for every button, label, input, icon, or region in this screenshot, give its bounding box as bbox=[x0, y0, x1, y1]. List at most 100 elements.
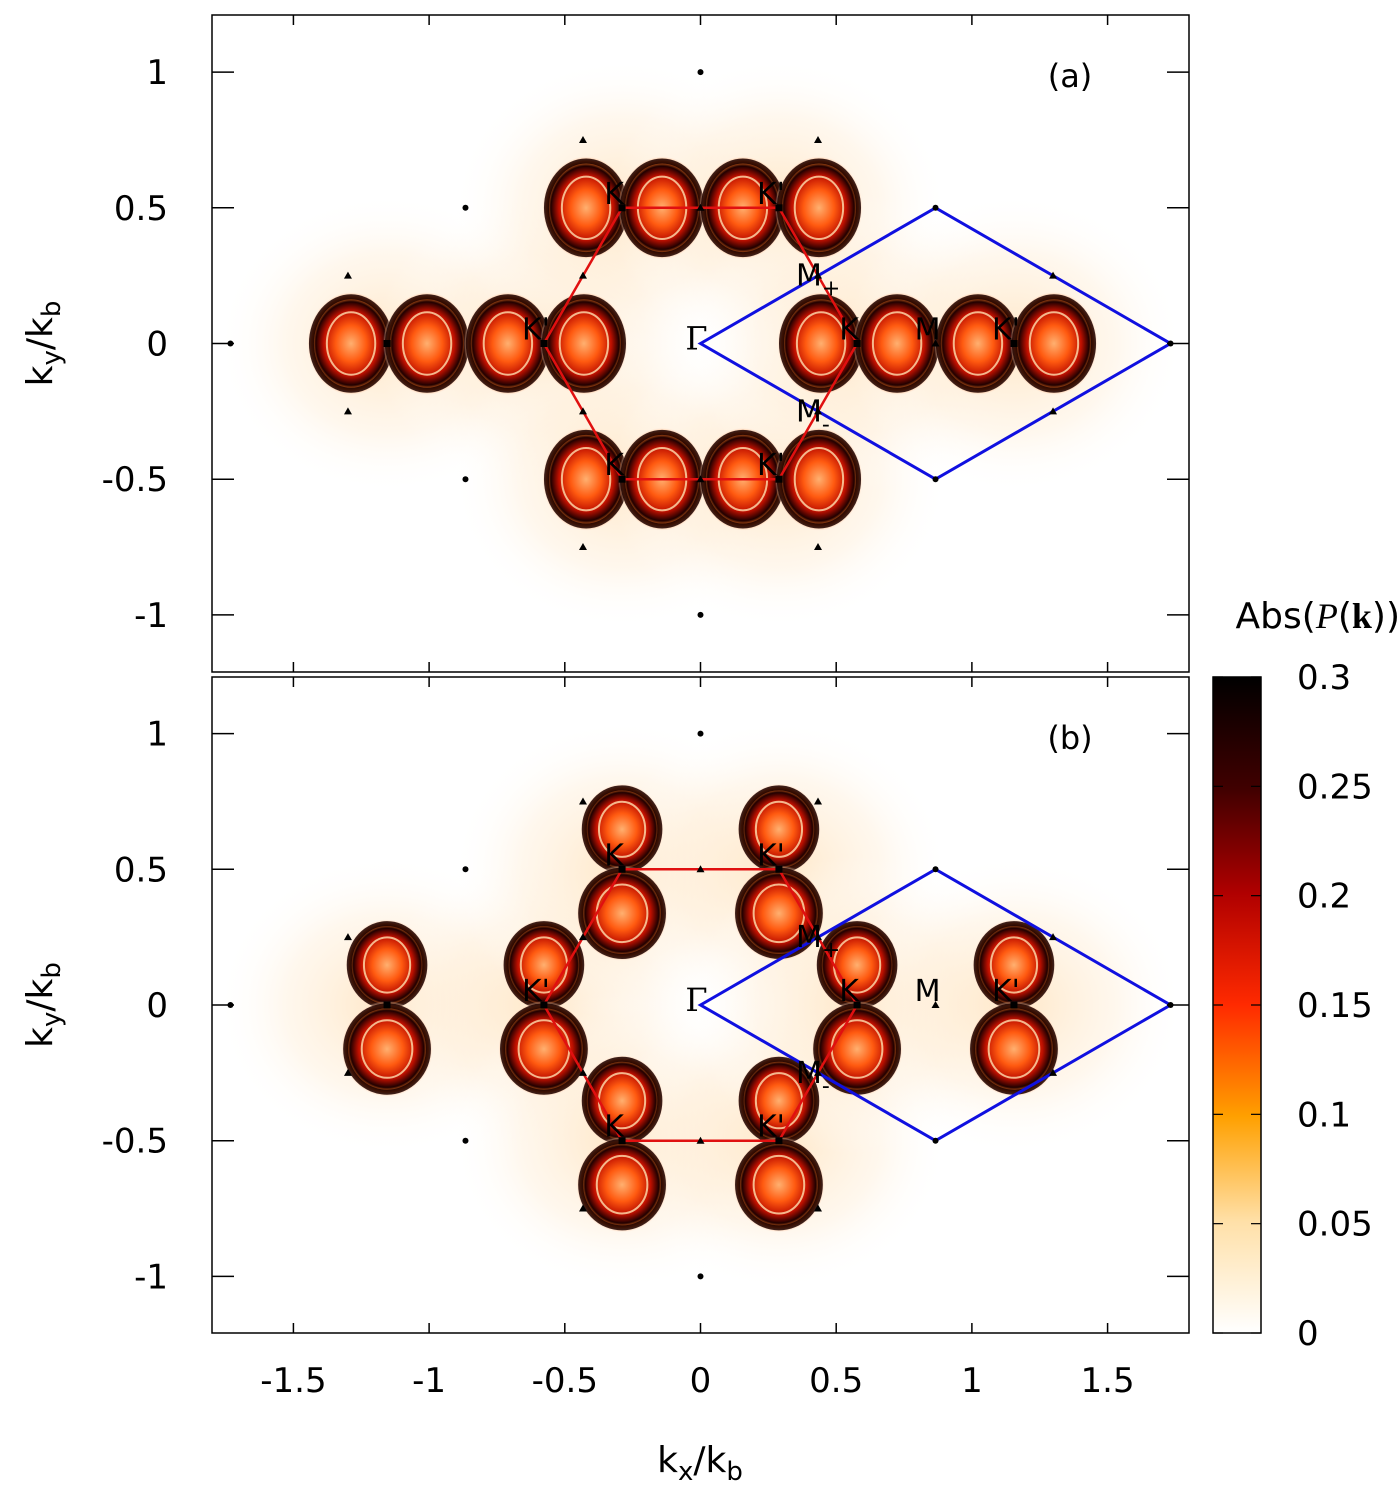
gamma-point-marker-3 bbox=[462, 1137, 469, 1144]
panel-a: 1 0.5 0 -0.5 -1 ky/kb (a) K K' K' K M K' K K' Γ M+ M- bbox=[20, 14, 1190, 673]
intensity-inner-0-1 bbox=[401, 311, 453, 376]
m-point-marker-9 bbox=[696, 1136, 705, 1144]
x-tick-label-3: 0 bbox=[690, 1361, 712, 1401]
m-point-marker-14 bbox=[814, 1068, 823, 1076]
plot-area bbox=[217, 57, 1184, 630]
m-point-marker-6 bbox=[343, 271, 352, 279]
intensity-lobe-4-0 bbox=[580, 1054, 665, 1147]
m-point-marker-10 bbox=[931, 339, 940, 347]
k-point-marker-5 bbox=[775, 475, 783, 483]
k-point-marker-2 bbox=[540, 340, 548, 347]
y-tick-label-3: -0.5 bbox=[102, 460, 168, 500]
gamma-point-marker-0 bbox=[697, 730, 704, 737]
gamma-point-marker-4 bbox=[932, 204, 939, 211]
intensity-lobe-5-1 bbox=[732, 1136, 825, 1233]
k-point-marker-2 bbox=[540, 1001, 548, 1009]
m-plus-label: M+ bbox=[796, 920, 840, 963]
intensity-lobe-7-1 bbox=[1009, 291, 1098, 396]
intensity-lobe-3-0 bbox=[736, 783, 821, 876]
y-tick-label-2: 0 bbox=[146, 325, 168, 365]
m-point-marker-6 bbox=[343, 933, 352, 941]
y-tick-label-0: 1 bbox=[146, 715, 168, 755]
intensity-lobe-5-0 bbox=[736, 1054, 821, 1147]
m-point-marker-13 bbox=[814, 933, 823, 941]
colorbar-title: Abs(P(k)) bbox=[1236, 596, 1400, 637]
intensity-lobe-0-0 bbox=[307, 291, 396, 396]
colorbar-tick-label-2: 0.2 bbox=[1297, 877, 1351, 917]
intensity-inner-4-0 bbox=[560, 446, 612, 512]
intensity-inner-5-1 bbox=[752, 1154, 806, 1215]
point-label-2: K' bbox=[522, 974, 550, 1009]
intensity-inner-4-1 bbox=[595, 1154, 649, 1215]
point-label-6: K bbox=[604, 448, 625, 483]
panel-tag: (a) bbox=[1048, 57, 1093, 95]
m-point-marker-13 bbox=[814, 271, 823, 279]
x-axis-title: kx/kb bbox=[657, 1440, 743, 1487]
x-tick-label-1: -1 bbox=[412, 1361, 446, 1401]
m-point-marker-5 bbox=[1049, 1068, 1058, 1076]
point-label-3: K bbox=[839, 974, 860, 1009]
k-point-marker-0 bbox=[775, 865, 783, 873]
k-point-marker-0 bbox=[775, 204, 783, 212]
plot-area bbox=[217, 719, 1184, 1291]
intensity-lobe-6-1 bbox=[853, 291, 942, 396]
intensity-inner-0-0 bbox=[325, 311, 377, 376]
colorbar-tick-label-6: 0 bbox=[1297, 1314, 1319, 1354]
colorbar-tick-label-4: 0.1 bbox=[1297, 1095, 1351, 1135]
intensity-inner-2-0 bbox=[560, 175, 612, 241]
m-point-marker-7 bbox=[343, 407, 352, 415]
point-label-1: K' bbox=[757, 838, 785, 873]
x-tick-label-2: -0.5 bbox=[532, 1361, 598, 1401]
m-point-marker-2 bbox=[814, 1204, 823, 1212]
intensity-lobe-0-0 bbox=[345, 919, 430, 1011]
intensity-lobe-1-0 bbox=[501, 919, 586, 1011]
m-point-marker-4 bbox=[1049, 271, 1058, 279]
intensity-inner-1-0 bbox=[482, 311, 534, 376]
gamma-point-marker-1 bbox=[697, 611, 704, 618]
m-point-marker-11 bbox=[578, 933, 587, 941]
m-minus-label: M- bbox=[796, 394, 830, 437]
colorbar-ticks: 0.3 0.25 0.2 0.15 0.1 0.05 0 bbox=[1213, 658, 1373, 1354]
intensity-lobe-6-0 bbox=[815, 919, 900, 1011]
intensity-inner-1-1 bbox=[558, 311, 610, 376]
m-point-marker-5 bbox=[1049, 407, 1058, 415]
intensity-lobe-0-1 bbox=[383, 291, 472, 396]
intensity-lobe-7-0 bbox=[933, 291, 1022, 396]
point-label-1: K' bbox=[757, 177, 785, 212]
point-label-4: M bbox=[915, 313, 941, 348]
m-point-marker-8 bbox=[696, 865, 705, 873]
colorbar-tick-label-5: 0.05 bbox=[1297, 1205, 1373, 1245]
point-label-2: K' bbox=[522, 313, 550, 348]
point-label-3: K bbox=[839, 313, 860, 348]
m-point-marker-8 bbox=[696, 203, 705, 211]
intensity-lobe-1-1 bbox=[497, 1001, 590, 1097]
panel-tag: (b) bbox=[1047, 719, 1092, 757]
y-tick-label-1: 0.5 bbox=[114, 850, 168, 890]
intensity-inner-6-0 bbox=[795, 311, 847, 376]
m-point-marker-9 bbox=[696, 475, 705, 483]
colorbar-tick-label-3: 0.15 bbox=[1297, 986, 1373, 1026]
intensity-inner-3-0 bbox=[754, 800, 804, 858]
k-point-marker-4 bbox=[618, 475, 626, 483]
y-tick-label-1: 0.5 bbox=[114, 189, 168, 229]
point-label-5: K' bbox=[992, 313, 1020, 348]
intensity-lobe-2-0 bbox=[580, 783, 665, 876]
y-tick-label-4: -1 bbox=[134, 596, 168, 636]
m-point-marker-0 bbox=[814, 135, 823, 143]
y-axis-title: ky/kb bbox=[20, 962, 67, 1048]
intensity-lobe-7-1 bbox=[967, 1001, 1060, 1097]
intensity-lobe-4-1 bbox=[576, 1136, 669, 1233]
intensity-lobe-7-0 bbox=[971, 919, 1056, 1011]
intensity-lobe-3-1 bbox=[774, 155, 863, 260]
k-point-marker-6 bbox=[1010, 340, 1018, 347]
m-plus-label: M+ bbox=[796, 259, 840, 302]
y-tick-label-3: -0.5 bbox=[102, 1122, 168, 1162]
x-tick-label-6: 1.5 bbox=[1081, 1361, 1135, 1401]
intensity-inner-3-1 bbox=[793, 175, 845, 241]
k-point-marker-3 bbox=[853, 340, 861, 347]
gamma-point-marker-3 bbox=[462, 476, 469, 483]
point-label-6: K bbox=[604, 1110, 625, 1145]
intensity-lobe-6-1 bbox=[811, 1001, 904, 1097]
k-point-marker-4 bbox=[618, 1137, 626, 1145]
m-point-marker-10 bbox=[931, 1001, 940, 1008]
